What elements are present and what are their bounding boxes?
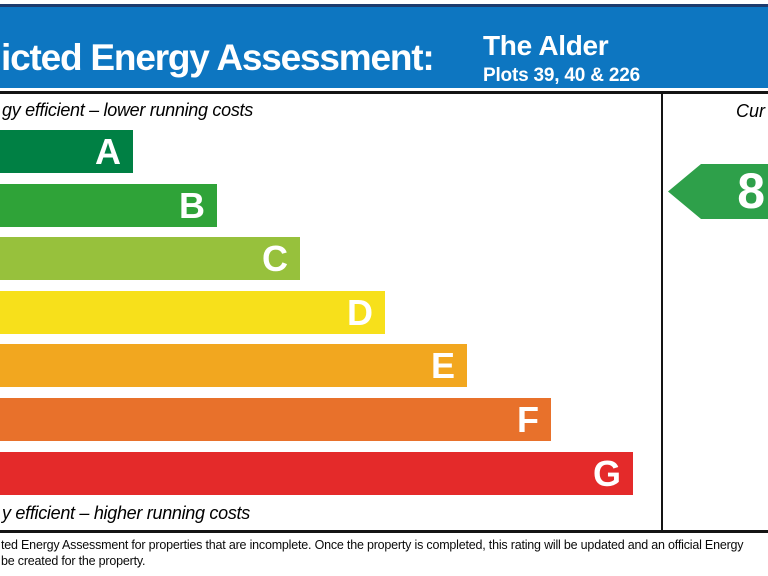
current-rating-value: 8 (737, 163, 765, 219)
band-letter-d: D (347, 292, 373, 333)
footer-note-line2: be created for the property. (1, 554, 146, 568)
rating-band-g: G (0, 452, 633, 495)
band-letter-e: E (430, 345, 455, 386)
rating-band-b: B (0, 184, 217, 227)
band-letter-f: F (517, 399, 539, 440)
current-column-header: Cur (736, 101, 766, 121)
current-rating-arrow: 8 (668, 164, 768, 219)
rating-band-a: A (0, 130, 133, 173)
header-banner: icted Energy Assessment: The Alder Plots… (0, 4, 768, 88)
property-info: The Alder Plots 39, 40 & 226 (483, 30, 640, 87)
rating-band-d: D (0, 291, 385, 334)
rating-band-f: F (0, 398, 551, 441)
current-column-divider (661, 94, 663, 530)
efficient-top-label: gy efficient – lower running costs (2, 100, 253, 120)
page-title: icted Energy Assessment: (1, 37, 435, 78)
efficient-bottom-label: y efficient – higher running costs (2, 503, 250, 523)
band-letter-b: B (179, 185, 205, 226)
band-letter-g: G (592, 453, 621, 494)
rating-band-e: E (0, 344, 467, 387)
chart-bottom-border (0, 530, 768, 533)
rating-band-c: C (0, 237, 300, 280)
property-name: The Alder (483, 30, 609, 61)
property-plots: Plots 39, 40 & 226 (483, 65, 640, 86)
footer-note-line1: ted Energy Assessment for properties tha… (1, 538, 744, 552)
chart-top-border (0, 91, 768, 94)
band-letter-a: A (95, 131, 121, 172)
band-letter-c: C (262, 238, 288, 279)
